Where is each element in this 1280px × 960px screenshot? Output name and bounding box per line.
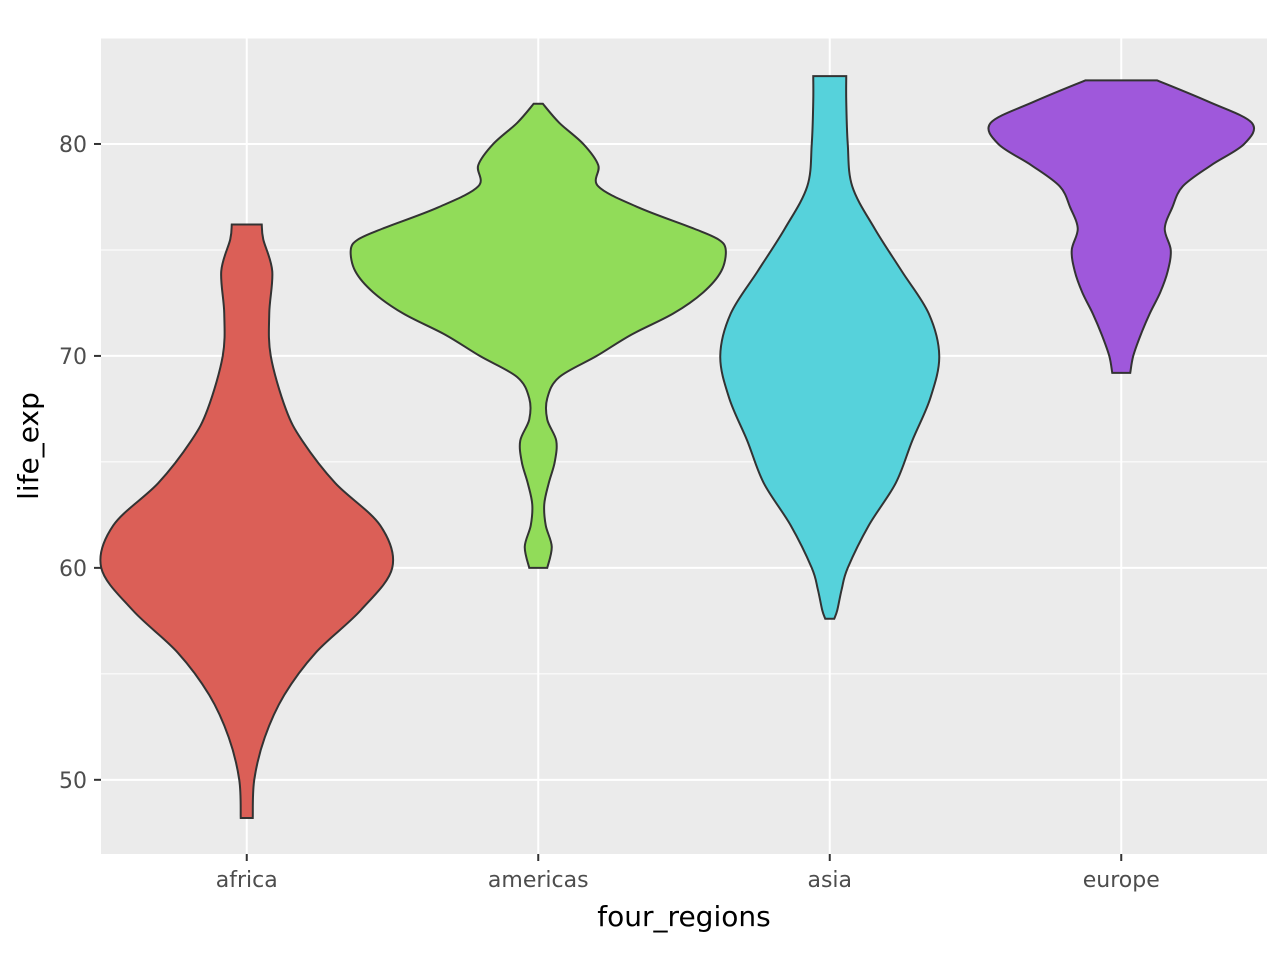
violin-europe: [987, 79, 1256, 374]
x-tick-label: europe: [1083, 868, 1160, 893]
x-axis-title: four_regions: [597, 900, 770, 933]
y-tick-label: 70: [59, 345, 87, 370]
x-tick-label: asia: [807, 868, 852, 893]
violin-africa: [99, 223, 395, 819]
x-tick-label: africa: [216, 868, 278, 893]
y-axis-title: life_exp: [12, 392, 45, 500]
x-tick-label: americas: [488, 868, 589, 893]
y-tick-label: 80: [59, 133, 87, 158]
axis-layer: 50 60 70 80 africa americas asia europe: [59, 133, 1160, 893]
y-tick-label: 60: [59, 557, 87, 582]
violin-asia: [719, 75, 941, 620]
violin-americas: [349, 102, 727, 569]
violin-layer: [99, 75, 1256, 819]
y-tick-label: 50: [59, 769, 87, 794]
